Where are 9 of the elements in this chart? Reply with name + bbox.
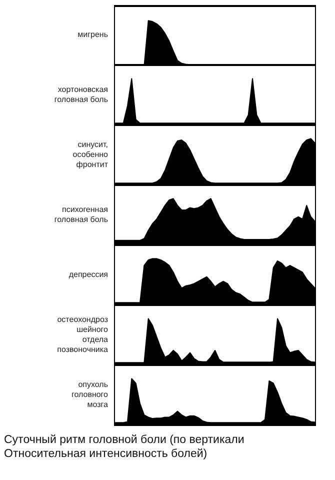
text: Суточный ритм головной боли (по вертикали bbox=[4, 433, 244, 447]
y-axis-title: синусит, особенно фронтит bbox=[72, 140, 108, 170]
y-axis-title: психогенная головная боль bbox=[54, 204, 108, 224]
y-axis-title: хортоновская головная боль bbox=[54, 84, 108, 104]
y-axis-title: остеохондроз шейного отдела позвоночника bbox=[57, 314, 108, 354]
y-axis-title: опухоль головного мозга bbox=[71, 380, 108, 410]
text: Относительная интенсивность болей) bbox=[4, 447, 208, 461]
y-axis-title: депрессия bbox=[68, 270, 108, 280]
y-axis-title: мигрень bbox=[78, 30, 108, 40]
